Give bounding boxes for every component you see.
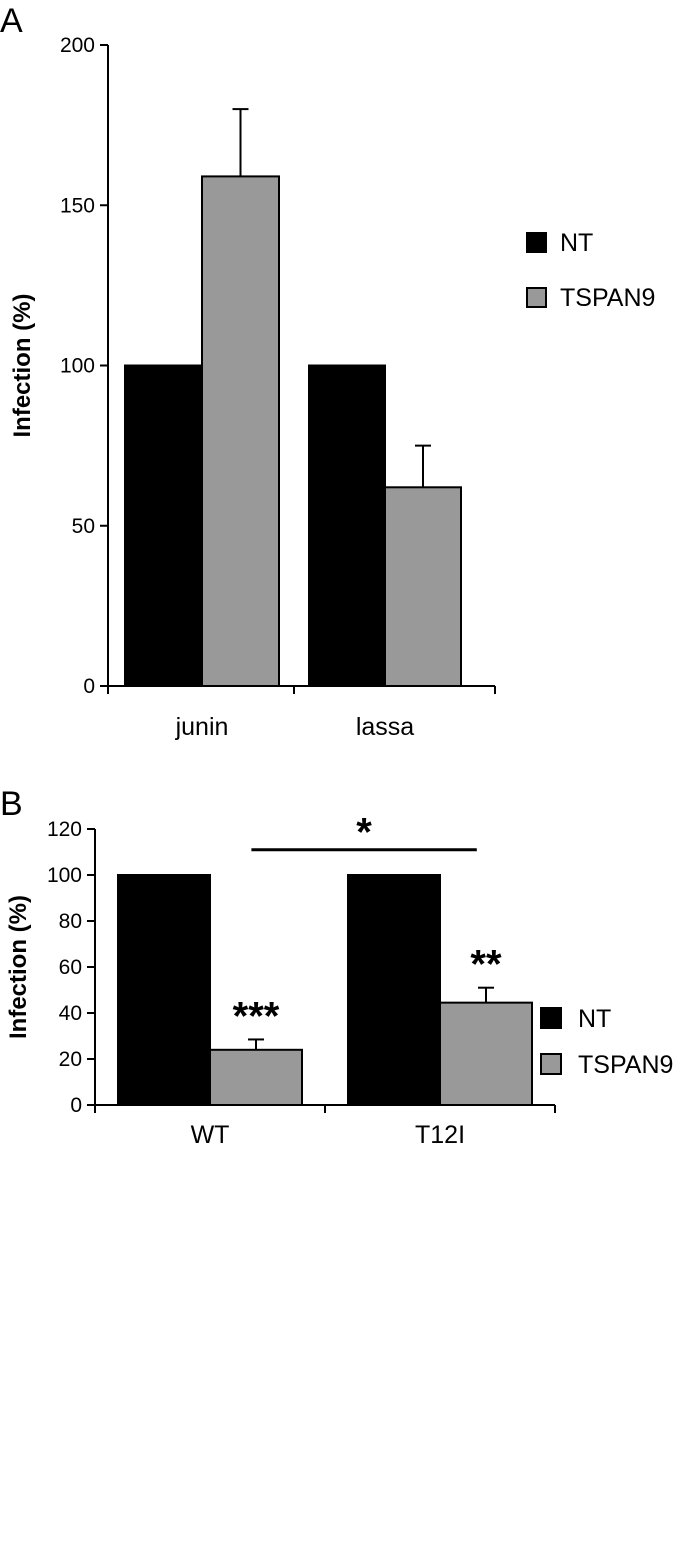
bar-tspan9-t12i: [439, 1001, 533, 1107]
y-tick-label: 50: [72, 515, 95, 538]
bar-tspan9-lassa: [384, 486, 462, 688]
legend-swatch-nt: [540, 1007, 562, 1029]
chart-panel-b: B WT T12I 0 20 40 60 80 100 120 Infection (%) NT TSP…: [0, 785, 673, 1149]
y-tick-label: 0: [83, 675, 95, 698]
legend-label-nt: NT: [560, 229, 593, 257]
panel-letter: A: [0, 2, 23, 40]
x-tick-label: WT: [191, 1121, 230, 1149]
y-tick-label: 200: [60, 34, 95, 57]
y-tick-label: 20: [59, 1048, 82, 1071]
legend-swatch-tspan9: [526, 287, 547, 308]
bar-tspan9-wt: [209, 1048, 303, 1107]
y-tick-label: 100: [60, 355, 95, 378]
legend-swatch-nt: [526, 232, 547, 253]
x-tick-label: T12I: [415, 1121, 465, 1149]
y-tick-label: 60: [59, 956, 82, 979]
bar-nt-lassa: [308, 364, 386, 687]
bar-nt-t12i: [347, 874, 441, 1106]
legend-label-tspan9: TSPAN9: [578, 1051, 673, 1079]
y-axis-title: Infection (%): [9, 294, 36, 438]
significance-label: ***: [233, 994, 280, 1038]
y-tick-label: 100: [47, 864, 82, 887]
y-tick-label: 40: [59, 1002, 82, 1025]
significance-label: *: [356, 811, 372, 855]
bar-nt-wt: [117, 874, 211, 1106]
significance-label: **: [470, 943, 502, 987]
y-tick-label: 80: [59, 910, 82, 933]
bar-tspan9-junin: [201, 175, 280, 687]
legend-label-tspan9: TSPAN9: [560, 284, 655, 312]
y-axis-title: Infection (%): [5, 895, 32, 1039]
legend-swatch-tspan9: [540, 1053, 562, 1075]
y-tick-label: 0: [70, 1094, 82, 1117]
legend-label-nt: NT: [578, 1005, 611, 1033]
panel-letter: B: [0, 785, 23, 823]
bar-nt-junin: [124, 364, 203, 687]
y-tick-label: 120: [47, 818, 82, 841]
x-tick-label: junin: [175, 713, 229, 741]
y-tick-label: 150: [60, 194, 95, 217]
x-tick-label: lassa: [356, 713, 414, 741]
